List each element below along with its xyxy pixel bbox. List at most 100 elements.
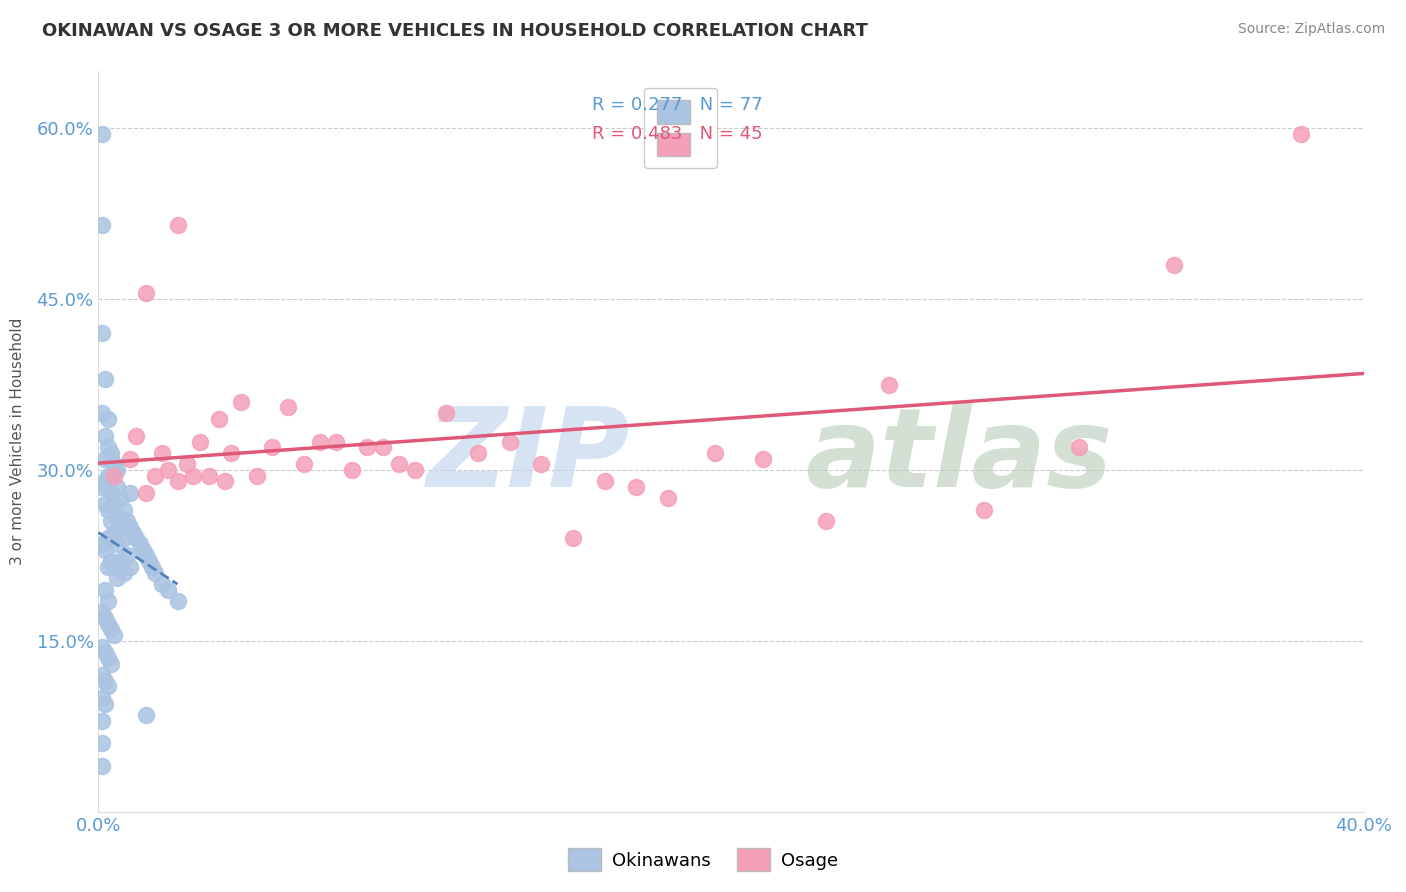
Point [166, 594, 188, 608]
Point [97, 680, 120, 694]
Point [122, 525, 145, 540]
Legend: , : , [644, 87, 717, 169]
Point [219, 446, 243, 460]
Point [93, 429, 117, 443]
Point [135, 707, 157, 722]
Point [1067, 440, 1090, 454]
Point [166, 218, 188, 232]
Point [103, 468, 125, 483]
Point [100, 623, 122, 637]
Point [90, 480, 112, 494]
Point [93, 697, 117, 711]
Text: R = 0.483   N = 45: R = 0.483 N = 45 [592, 125, 762, 144]
Text: atlas: atlas [806, 403, 1112, 510]
Point [309, 434, 332, 449]
Point [93, 673, 117, 688]
Point [100, 446, 122, 460]
Point [214, 475, 236, 489]
Point [208, 411, 231, 425]
Point [103, 628, 125, 642]
Point [262, 440, 284, 454]
Point [107, 571, 129, 585]
Point [97, 480, 120, 494]
Point [90, 668, 112, 682]
Point [246, 468, 269, 483]
Point [624, 480, 647, 494]
Point [135, 286, 157, 301]
Point [530, 458, 553, 472]
Point [90, 406, 112, 420]
Point [340, 463, 363, 477]
Point [125, 532, 148, 546]
Point [110, 520, 132, 534]
Text: Source: ZipAtlas.com: Source: ZipAtlas.com [1237, 22, 1385, 37]
Text: OKINAWAN VS OSAGE 3 OR MORE VEHICLES IN HOUSEHOLD CORRELATION CHART: OKINAWAN VS OSAGE 3 OR MORE VEHICLES IN … [42, 22, 868, 40]
Point [120, 520, 141, 534]
Point [751, 451, 773, 466]
Legend: Okinawans, Osage: Okinawans, Osage [561, 841, 845, 879]
Point [814, 514, 837, 528]
Point [166, 475, 188, 489]
Point [93, 645, 117, 659]
Point [404, 463, 426, 477]
Point [97, 440, 120, 454]
Point [100, 485, 122, 500]
Point [593, 475, 616, 489]
Point [103, 463, 125, 477]
Point [1163, 258, 1185, 272]
Point [128, 537, 150, 551]
Point [135, 549, 157, 563]
Point [657, 491, 679, 506]
Point [97, 468, 120, 483]
Point [467, 446, 489, 460]
Point [110, 554, 132, 568]
Point [141, 559, 163, 574]
Point [436, 406, 458, 420]
Point [90, 759, 112, 773]
Point [150, 577, 173, 591]
Point [325, 434, 347, 449]
Point [120, 559, 141, 574]
Point [292, 458, 315, 472]
Point [97, 594, 120, 608]
Point [198, 468, 221, 483]
Point [120, 451, 141, 466]
Point [125, 429, 148, 443]
Point [103, 525, 125, 540]
Point [97, 532, 120, 546]
Point [93, 611, 117, 625]
Point [100, 514, 122, 528]
Point [877, 377, 900, 392]
Point [103, 497, 125, 511]
Point [183, 468, 205, 483]
Point [115, 514, 138, 528]
Point [112, 503, 135, 517]
Point [112, 566, 135, 580]
Point [100, 451, 122, 466]
Point [150, 446, 173, 460]
Point [97, 503, 120, 517]
Point [103, 458, 125, 472]
Point [176, 458, 198, 472]
Point [97, 559, 120, 574]
Point [132, 542, 155, 557]
Point [93, 497, 117, 511]
Point [145, 566, 166, 580]
Point [112, 532, 135, 546]
Point [107, 537, 129, 551]
Point [973, 503, 995, 517]
Point [356, 440, 378, 454]
Point [93, 542, 117, 557]
Point [107, 508, 129, 523]
Point [90, 537, 112, 551]
Point [157, 463, 180, 477]
Point [100, 657, 122, 671]
Point [90, 736, 112, 750]
Y-axis label: 3 or more Vehicles in Household: 3 or more Vehicles in Household [10, 318, 25, 566]
Point [107, 463, 129, 477]
Point [90, 127, 112, 141]
Point [135, 485, 157, 500]
Point [93, 475, 117, 489]
Point [90, 606, 112, 620]
Point [90, 640, 112, 654]
